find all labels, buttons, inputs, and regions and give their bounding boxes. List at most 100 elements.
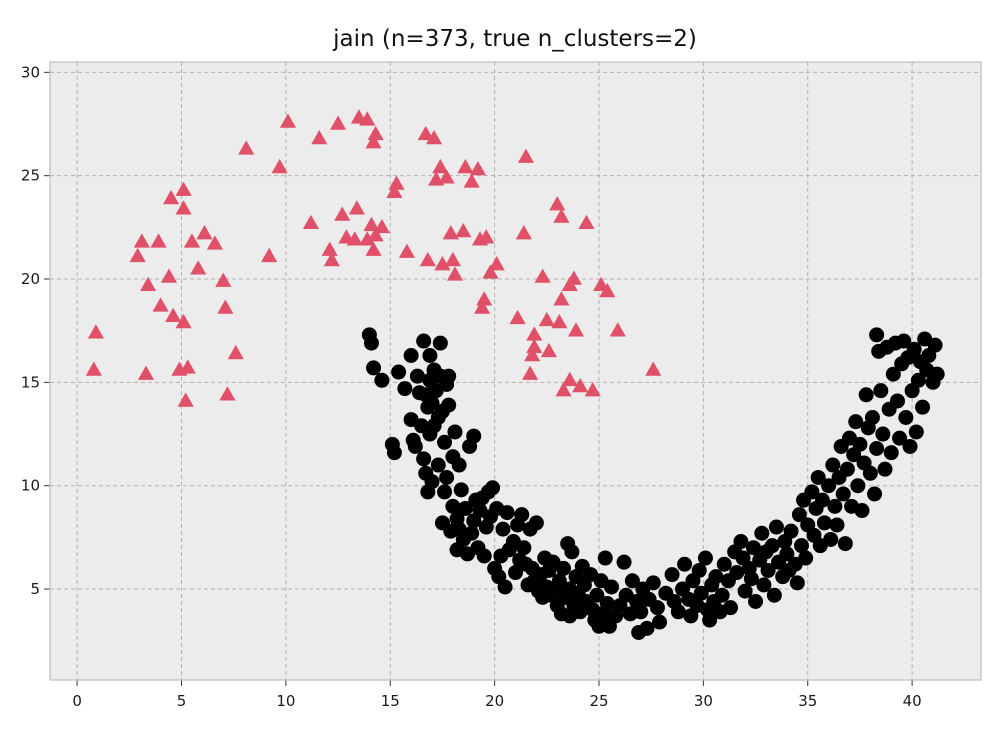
y-tick-label: 20 [21,270,40,288]
data-point-triangle [129,247,146,263]
data-point-circle [453,482,469,498]
data-point-circle [439,469,455,485]
data-point-triangle [578,214,595,229]
data-point-circle [892,430,908,446]
x-tick-label: 20 [485,692,504,710]
data-point-circle [422,347,438,363]
data-point-triangle [417,125,434,141]
data-point-triangle [432,158,449,174]
data-point-triangle [311,129,328,145]
data-point-circle [424,474,440,490]
plot-area: 0 5 10 15 20 25 30 35 40 5 10 15 20 25 30 [21,61,982,710]
y-tick-label: 15 [21,373,40,391]
data-point-circle [873,383,889,399]
data-point-triangle [227,344,244,360]
data-point-circle [551,573,567,589]
data-point-triangle [175,181,192,196]
data-point-circle [883,445,899,461]
data-point-circle [497,579,513,595]
data-point-triangle [455,222,472,238]
data-point-triangle [175,200,192,215]
data-point-circle [441,368,457,384]
data-point-triangle [261,247,278,263]
data-point-circle [708,569,724,585]
data-point-triangle [488,256,505,271]
x-tick-label: 15 [381,692,400,710]
data-point-triangle [215,272,232,287]
data-point-circle [902,438,918,454]
data-point-triangle [438,169,455,184]
data-point-circle [366,360,382,376]
data-point-circle [890,393,906,409]
data-point-circle [616,554,632,570]
data-point-circle [528,515,544,531]
data-point-triangle [329,115,347,130]
data-point-circle [793,538,809,554]
data-point-circle [691,562,707,578]
data-point-circle [514,507,530,523]
data-point-triangle [206,235,223,250]
data-point-triangle [553,208,570,223]
data-point-circle [499,505,515,521]
data-point-triangle [175,313,192,329]
data-point-circle [867,486,883,502]
data-point-triangle [160,268,178,283]
data-point-triangle [469,160,487,176]
data-point-circle [437,484,453,500]
data-point-triangle [179,359,196,374]
data-point-triangle [540,342,557,358]
data-point-triangle [183,233,201,248]
data-point-circle [745,540,761,556]
data-point-circle [670,604,686,620]
data-point-circle [374,372,390,388]
data-point-circle [397,381,413,397]
data-point-circle [508,565,523,581]
data-point-circle [821,478,837,494]
data-point-circle [466,428,482,444]
data-point-triangle [534,268,551,283]
data-point-circle [869,327,885,343]
data-point-circle [783,523,799,539]
data-point-triangle [526,338,543,354]
data-point-triangle [524,346,541,362]
x-tick-label: 40 [903,692,922,710]
data-point-circle [798,550,814,566]
data-point-triangle [140,276,157,292]
data-point-triangle [367,227,384,242]
data-point-triangle [177,392,194,407]
data-point-circle [652,614,668,630]
data-point-triangle [645,361,662,376]
data-point-circle [424,395,440,411]
x-tick-label: 35 [798,692,817,710]
data-point-circle [756,577,772,593]
data-point-circle [848,414,864,430]
data-point-circle [729,565,745,581]
data-point-triangle [551,313,568,329]
data-point-triangle [388,175,405,190]
data-point-circle [858,387,874,403]
data-point-circle [898,410,914,426]
data-point-triangle [419,251,436,267]
data-point-triangle [609,322,626,337]
data-point-circle [432,335,448,351]
data-point-triangle [165,307,182,323]
x-tick-label: 0 [72,692,82,710]
y-tick-label: 30 [21,63,40,81]
data-point-triangle [238,140,255,155]
data-point-triangle [271,158,288,174]
data-point-triangle [217,299,234,314]
data-point-circle [430,457,446,473]
data-point-triangle [426,129,443,145]
data-point-triangle [509,309,526,325]
data-point-circle [407,438,423,454]
data-point-triangle [553,291,570,306]
data-point-triangle [478,229,495,244]
data-point-triangle [517,148,535,163]
y-tick-label: 25 [21,167,40,185]
data-point-triangle [196,225,213,240]
data-point-circle [835,486,851,502]
x-tick-label: 5 [177,692,187,710]
data-point-triangle [321,241,338,256]
data-point-triangle [434,256,451,271]
data-point-triangle [334,206,351,221]
